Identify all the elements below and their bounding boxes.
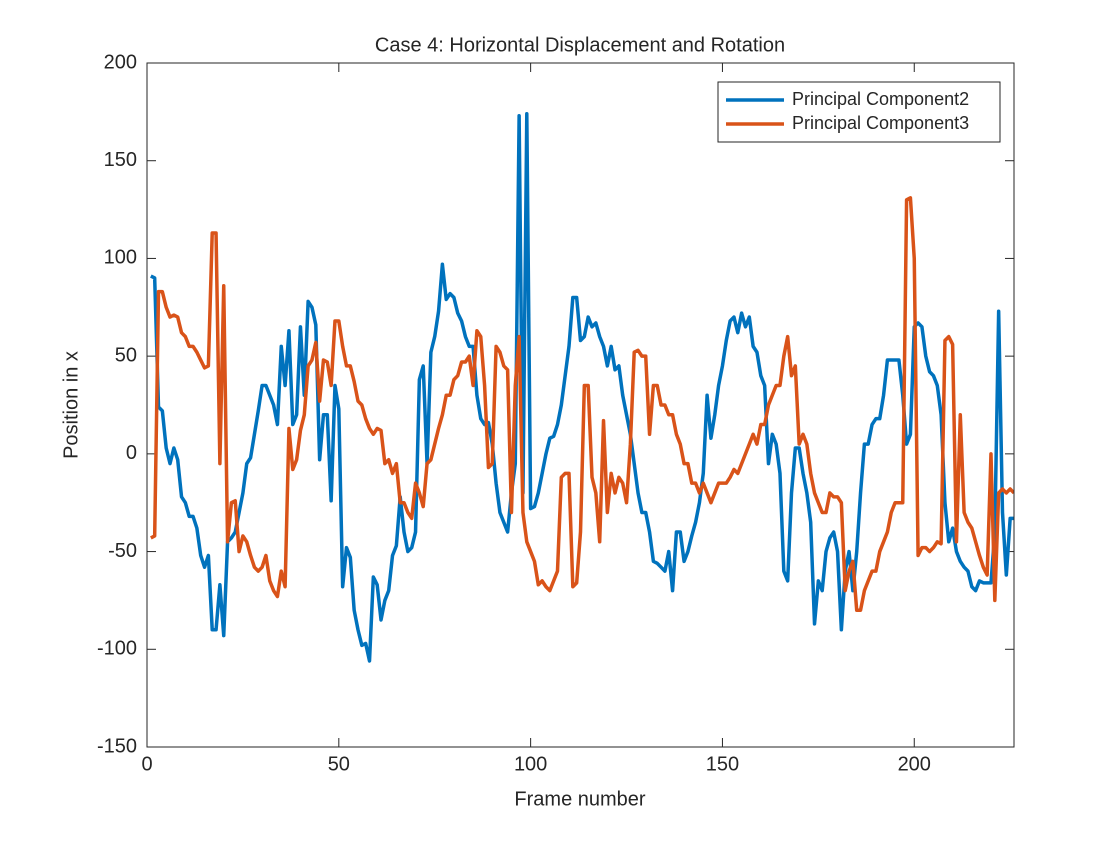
y-tick-label: -150	[97, 735, 137, 757]
x-tick-label: 0	[141, 753, 152, 775]
y-tick-label: 0	[126, 442, 137, 464]
x-tick-label: 100	[514, 753, 547, 775]
y-tick-label: 200	[104, 51, 137, 73]
x-tick-label: 50	[328, 753, 350, 775]
x-axis-label: Frame number	[514, 788, 645, 810]
chart-title: Case 4: Horizontal Displacement and Rota…	[375, 34, 785, 56]
y-tick-label: 100	[104, 247, 137, 269]
y-tick-label: -100	[97, 638, 137, 660]
y-tick-label: 50	[115, 344, 137, 366]
axes-box	[146, 62, 1015, 748]
x-tick-label: 150	[706, 753, 739, 775]
legend-label: Principal Component2	[792, 89, 969, 109]
y-axis-label: Position in x	[60, 351, 82, 459]
y-tick-label: 150	[104, 149, 137, 171]
y-tick-label: -50	[108, 540, 137, 562]
legend-box	[717, 81, 1001, 143]
x-tick-label: 200	[898, 753, 931, 775]
legend-label: Principal Component3	[792, 113, 969, 133]
data-line	[150, 196, 1014, 612]
data-line	[150, 112, 1014, 663]
